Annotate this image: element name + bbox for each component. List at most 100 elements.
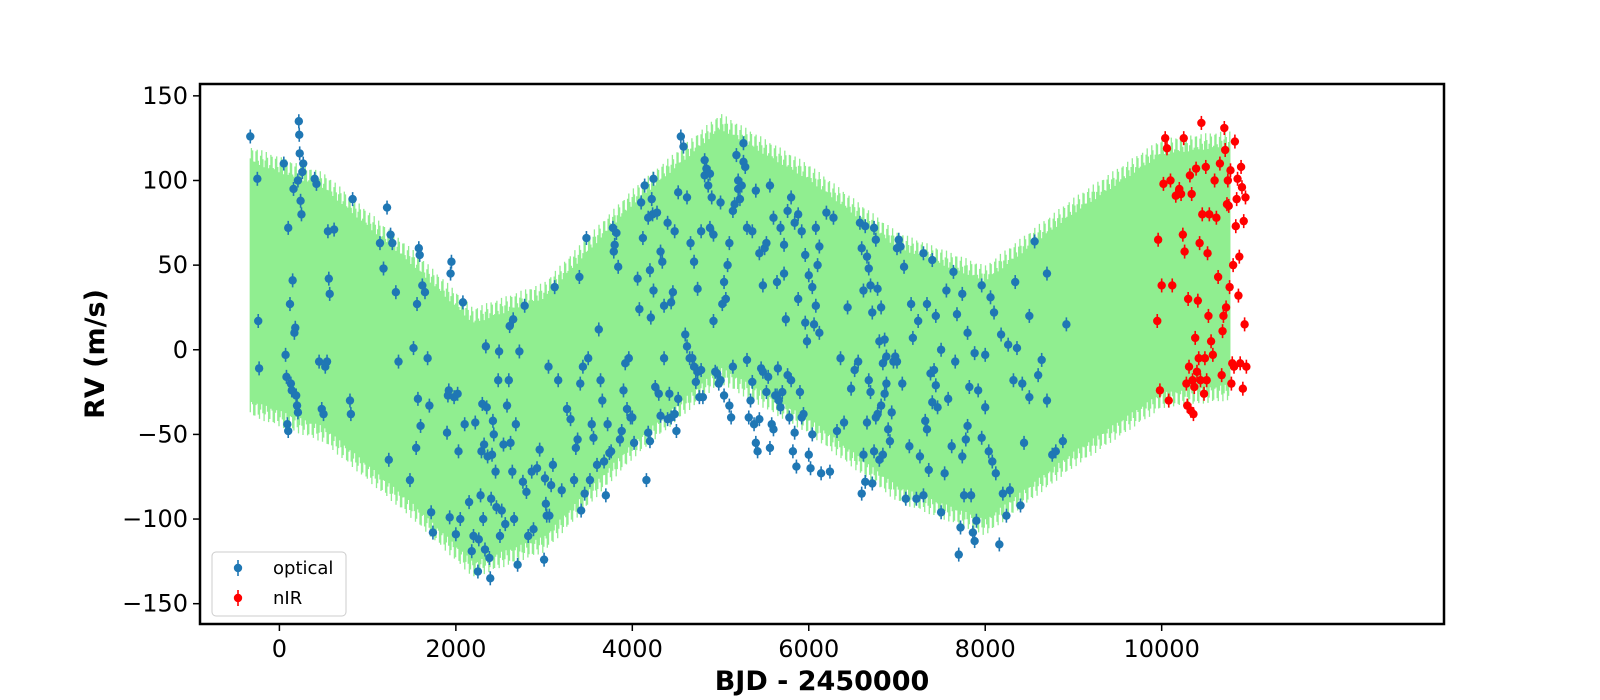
data-point	[866, 281, 875, 290]
data-point	[970, 536, 979, 546]
data-point	[811, 301, 821, 310]
data-point	[467, 547, 476, 556]
data-point	[557, 486, 566, 495]
y-axis-label: RV (m/s)	[80, 289, 111, 419]
data-point	[709, 230, 718, 239]
data-point	[786, 193, 796, 202]
data-point	[282, 372, 291, 382]
data-point	[1037, 355, 1046, 365]
data-point	[686, 238, 695, 248]
data-point	[585, 475, 595, 485]
data-point	[544, 362, 553, 371]
data-point	[773, 364, 783, 373]
data-point	[606, 447, 616, 456]
data-point	[709, 316, 718, 326]
data-point	[297, 210, 306, 219]
data-point	[726, 413, 736, 422]
data-point	[654, 389, 663, 398]
data-point	[779, 269, 789, 278]
data-point	[1192, 367, 1202, 376]
data-point	[540, 474, 550, 483]
data-point	[1231, 221, 1240, 231]
data-point	[1019, 438, 1029, 448]
data-point	[901, 494, 911, 503]
data-point	[573, 435, 582, 444]
data-point	[283, 420, 292, 429]
data-point	[880, 335, 889, 344]
data-point	[645, 266, 655, 275]
data-point	[758, 281, 768, 290]
x-tick-label: 10000	[1123, 635, 1199, 663]
data-point	[952, 310, 962, 319]
data-point	[566, 414, 575, 424]
data-point	[915, 452, 925, 461]
data-point	[735, 194, 745, 204]
data-point	[836, 354, 845, 363]
data-point	[1164, 396, 1173, 405]
data-point	[324, 274, 334, 283]
data-point	[665, 389, 674, 398]
data-point	[829, 213, 838, 222]
data-point	[569, 475, 579, 485]
data-point	[862, 418, 872, 427]
data-point	[562, 404, 572, 414]
data-point	[1232, 194, 1241, 204]
y-tick-label: 0	[173, 336, 188, 364]
legend: optical nIR	[211, 551, 347, 617]
data-point	[1183, 294, 1193, 304]
data-point	[613, 262, 623, 272]
data-point	[670, 409, 679, 419]
data-point	[1009, 376, 1018, 385]
data-point	[871, 235, 881, 244]
data-point	[1200, 354, 1210, 363]
data-point	[299, 159, 308, 168]
data-point	[996, 330, 1006, 339]
data-point	[571, 443, 581, 453]
data-point	[949, 267, 958, 277]
data-point	[254, 364, 264, 373]
data-point	[379, 264, 388, 273]
data-point	[966, 491, 976, 500]
data-point	[325, 289, 334, 299]
data-point	[919, 249, 928, 258]
data-point	[931, 311, 941, 321]
data-point	[482, 403, 491, 412]
data-point	[928, 255, 937, 265]
data-point	[1220, 123, 1229, 133]
data-point	[346, 409, 356, 419]
data-point	[942, 286, 951, 295]
x-tick-label: 0	[272, 635, 287, 663]
data-point	[1226, 166, 1235, 175]
data-point	[1011, 277, 1020, 287]
data-point	[629, 438, 639, 448]
data-point	[506, 438, 515, 448]
data-point	[864, 376, 873, 385]
data-point	[284, 426, 293, 436]
data-point	[409, 343, 418, 353]
data-point	[535, 445, 544, 454]
data-point	[682, 342, 692, 351]
y-tick-label: −100	[122, 505, 188, 533]
data-point	[633, 274, 642, 283]
data-point	[659, 354, 669, 363]
data-point	[1159, 179, 1168, 189]
data-point	[615, 435, 625, 444]
data-point	[598, 396, 607, 405]
data-point	[1166, 176, 1175, 185]
data-point	[476, 491, 485, 500]
data-point	[529, 525, 538, 534]
data-point	[995, 540, 1004, 549]
data-point	[876, 303, 886, 312]
data-point	[295, 149, 304, 158]
data-point	[843, 303, 852, 312]
legend-box	[211, 551, 347, 617]
data-point	[988, 457, 997, 466]
data-point	[1198, 210, 1207, 219]
data-point	[413, 394, 423, 404]
legend-marker	[233, 563, 243, 573]
data-point	[415, 250, 424, 260]
data-point	[254, 316, 263, 326]
data-point	[458, 298, 468, 307]
data-point	[776, 403, 785, 412]
